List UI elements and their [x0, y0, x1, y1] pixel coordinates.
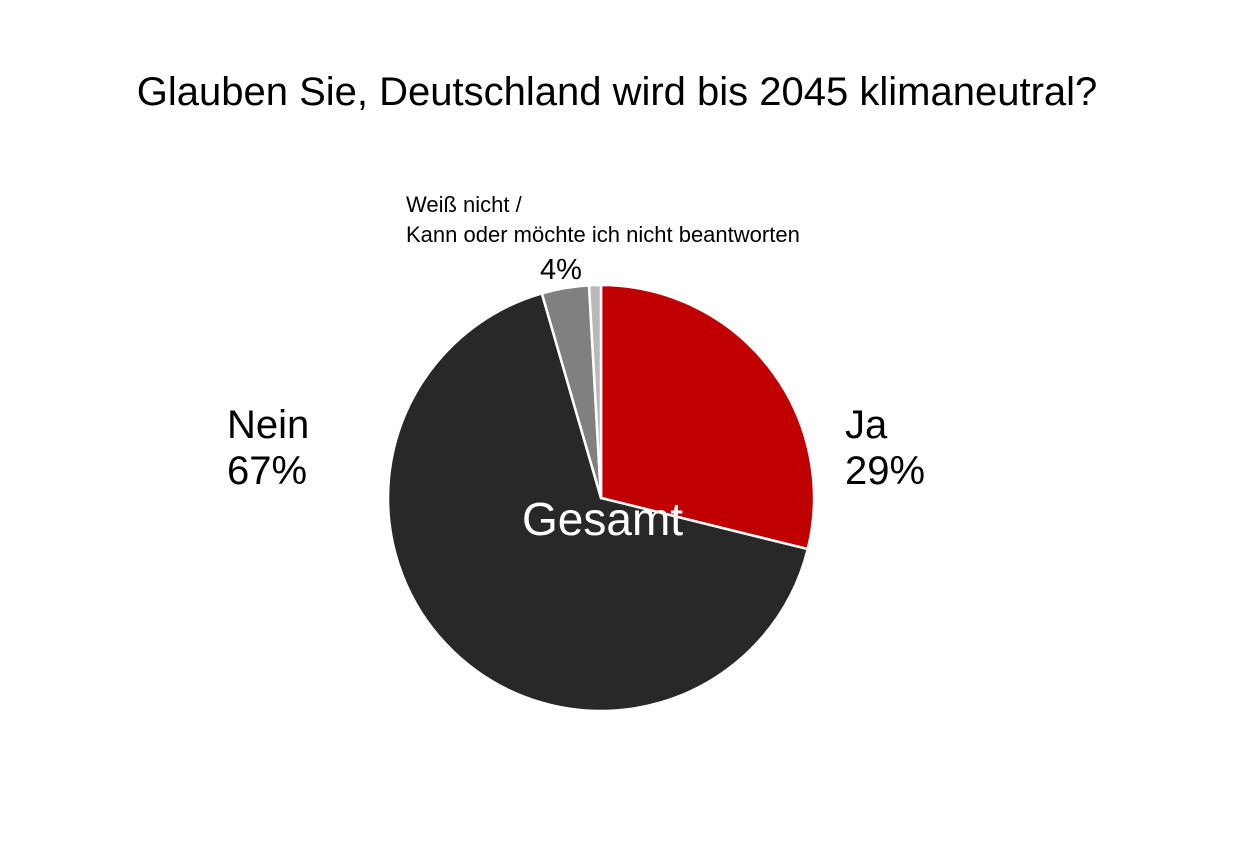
slice-label-ja: Ja 29% [845, 402, 925, 494]
slice-name-weiss-nicht-line2: Kann oder möchte ich nicht beantworten [406, 222, 800, 247]
slice-value-weiss-nicht: 4% [540, 254, 582, 286]
slice-nein [386, 292, 810, 713]
slice-name-nein: Nein [227, 403, 310, 447]
slice-other [587, 283, 603, 500]
slice-ja [599, 283, 816, 551]
slice-value-nein: 67% [227, 449, 308, 493]
slice-name-weiss-nicht-line1: Weiß nicht / [406, 192, 522, 217]
slice-name-ja: Ja [845, 403, 888, 447]
chart-title: Glauben Sie, Deutschland wird bis 2045 k… [136, 70, 1098, 114]
slice-label-weiss-nicht: Weiß nicht / Kann oder möchte ich nicht … [406, 190, 800, 250]
slice-label-nein: Nein 67% [227, 402, 309, 494]
pie-center-label: Gesamt [522, 493, 684, 545]
slice-value-ja: 29% [845, 449, 926, 493]
